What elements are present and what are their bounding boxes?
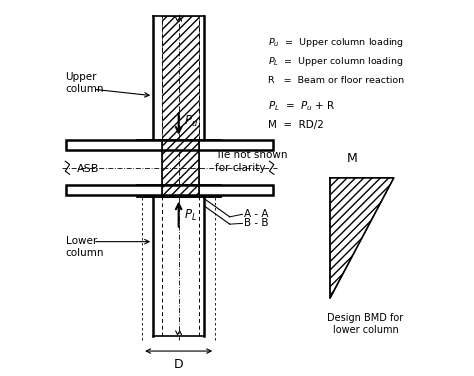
Text: ASB: ASB [76, 164, 99, 174]
Polygon shape [330, 178, 394, 298]
Text: M: M [347, 152, 358, 165]
Bar [137, 139, 220, 150]
Text: $P_L$  =  $P_{u}$ + R: $P_L$ = $P_{u}$ + R [268, 99, 336, 113]
Bar [65, 140, 273, 150]
Text: $P_L$  =  Upper column loading: $P_L$ = Upper column loading [268, 55, 404, 68]
Text: Upper
column: Upper column [65, 72, 104, 94]
Text: $P_u$  =  Upper column loading: $P_u$ = Upper column loading [268, 36, 404, 49]
Text: A - A: A - A [244, 209, 269, 219]
Text: $P_L$: $P_L$ [184, 208, 197, 223]
Text: Design BMD for
lower column: Design BMD for lower column [328, 313, 404, 335]
Text: R   =  Beam or floor reaction: R = Beam or floor reaction [268, 76, 404, 85]
Text: $P_u$: $P_u$ [184, 114, 198, 129]
Text: Lower
column: Lower column [65, 236, 104, 258]
Text: B - B: B - B [244, 218, 269, 228]
Text: D: D [174, 358, 183, 371]
Text: Tie not shown
for clarity: Tie not shown for clarity [215, 150, 288, 173]
Bar [137, 185, 220, 197]
Bar [65, 185, 273, 195]
Text: M  =  RD/2: M = RD/2 [268, 120, 324, 130]
